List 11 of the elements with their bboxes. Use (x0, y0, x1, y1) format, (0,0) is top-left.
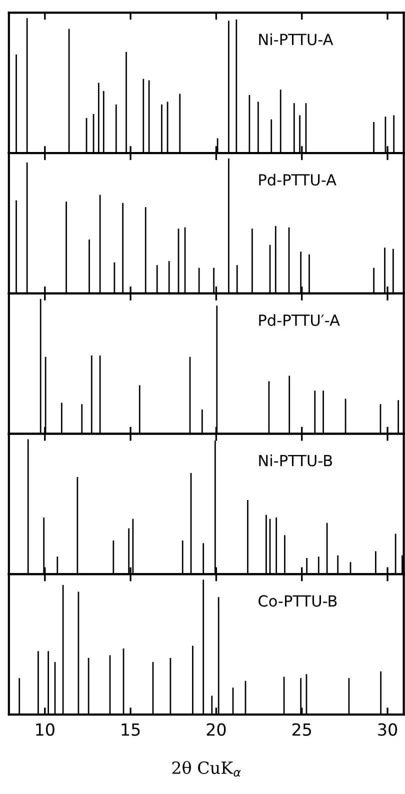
x-tick-label: 20 (206, 723, 226, 736)
annotation: Co-PTTU-B (258, 595, 337, 607)
x-tick-label: 30 (378, 723, 398, 736)
annotation: Pd-PTTU-A (259, 174, 336, 186)
annotation: Ni-PTTU-A (259, 33, 334, 46)
x-tick-label: 10 (36, 723, 54, 736)
x-tick-label: 25 (292, 723, 311, 736)
x-axis-title: 2θ CuK$_{α}$ (172, 760, 241, 777)
annotation: Pd-PTTU′-A (259, 314, 340, 326)
x-tick-label: 15 (122, 723, 140, 736)
annotation: Ni-PTTU-B (259, 454, 332, 466)
